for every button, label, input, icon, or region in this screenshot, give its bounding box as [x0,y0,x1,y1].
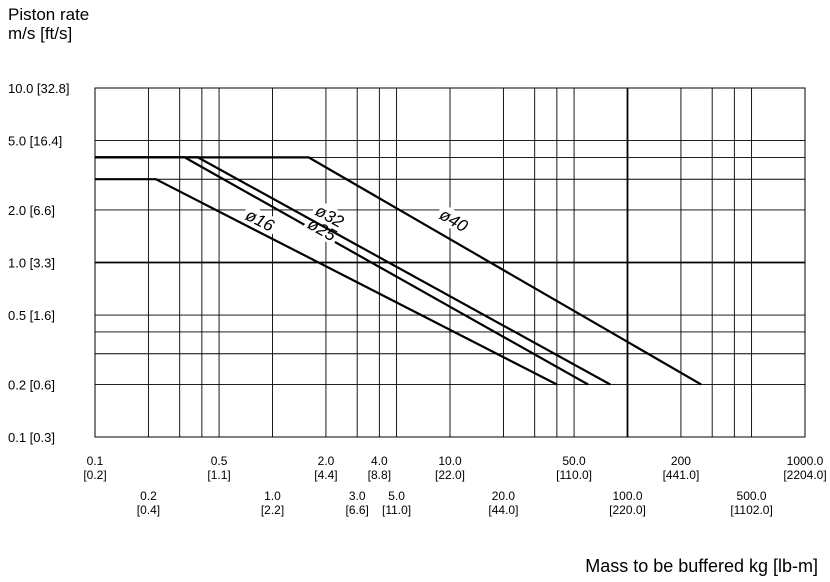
x-tick-label: 1000.0 [787,454,824,468]
plot-frame [94,87,806,438]
y-tick-label: 0.2 [0.6] [8,377,55,392]
x-tick-label-imperial: [220.0] [609,503,646,517]
x-tick-label: 0.1 [87,454,104,468]
x-tick-label: 500.0 [737,489,767,503]
x-tick-label: 5.0 [388,489,405,503]
y-tick-label: 5.0 [16.4] [8,134,62,149]
x-tick-label-imperial: [44.0] [488,503,518,517]
x-tick-label-imperial: [6.6] [346,503,369,517]
x-axis-label: Mass to be buffered kg [lb-m] [585,556,818,576]
x-tick-label-imperial: [110.0] [556,468,592,482]
x-tick-label-imperial: [0.2] [83,468,106,482]
x-tick-label: 10.0 [438,454,462,468]
x-tick-label: 4.0 [371,454,388,468]
y-tick-label: 0.1 [0.3] [8,430,55,445]
series-label-bg [434,203,474,237]
x-tick-label-imperial: [11.0] [382,503,411,517]
x-tick-label: 20.0 [492,489,516,503]
x-tick-label-imperial: [8.8] [368,468,391,482]
series-label-bg [240,204,280,237]
y-tick-label: 1.0 [3.3] [8,256,55,271]
y-tick-label: 2.0 [6.6] [8,203,55,218]
series-line [95,156,611,386]
x-tick-label: 200 [671,454,691,468]
x-tick-label-imperial: [4.4] [314,468,337,482]
x-tick-label-imperial: [1102.0] [730,503,772,517]
x-tick-label: 2.0 [318,454,335,468]
x-tick-label-imperial: [441.0] [663,468,700,482]
series-label-bg [310,199,350,233]
y-tick-label: 10.0 [32.8] [8,81,69,96]
y-tick-label: 0.5 [1.6] [8,308,55,323]
series-line [95,156,702,386]
y-axis-label-line1: Piston rate [8,5,90,24]
x-tick-label-imperial: [2204.0] [783,468,826,482]
x-tick-label: 3.0 [349,489,366,503]
x-tick-label: 0.2 [140,489,157,503]
x-tick-label: 1.0 [264,489,281,503]
series-line [95,178,558,386]
x-tick-label-imperial: [22.0] [435,468,465,482]
x-tick-label: 100.0 [612,489,642,503]
x-tick-label-imperial: [0.4] [137,503,160,517]
x-tick-label: 50.0 [562,454,586,468]
x-tick-label: 0.5 [211,454,228,468]
y-axis-label-line2: m/s [ft/s] [8,24,73,43]
series-line [95,156,589,386]
x-tick-label-imperial: [1.1] [207,468,230,482]
x-tick-label-imperial: [2.2] [261,503,284,517]
